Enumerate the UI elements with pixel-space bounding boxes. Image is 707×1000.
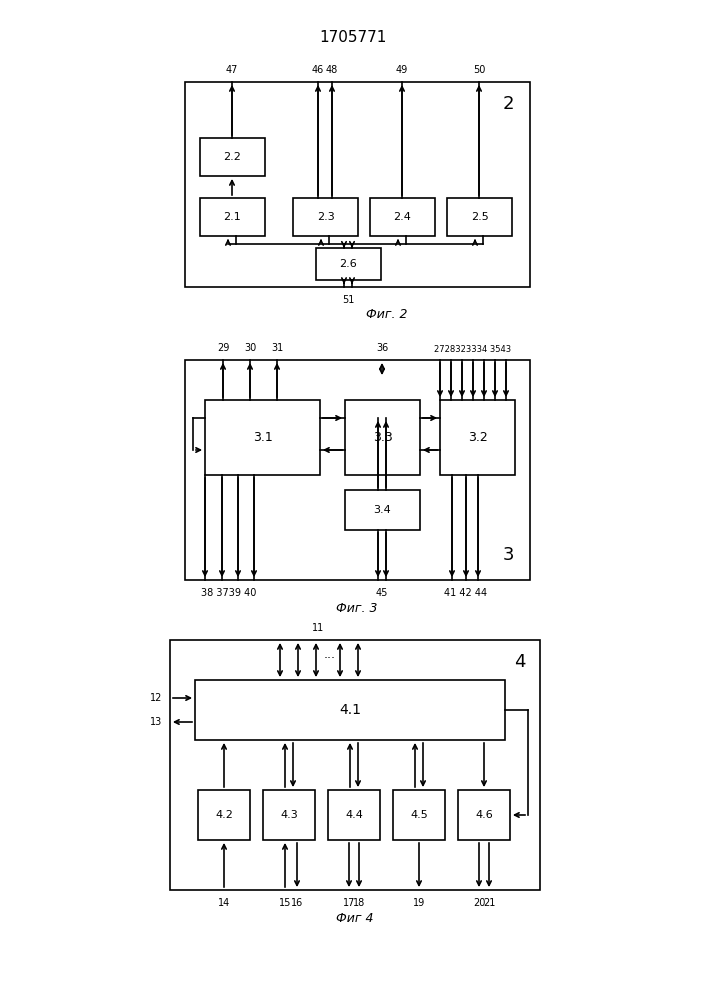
- Text: 51: 51: [341, 295, 354, 305]
- Text: Фиг. 3: Фиг. 3: [337, 601, 378, 614]
- Bar: [200, 138, 265, 176]
- Bar: [393, 790, 445, 840]
- Bar: [263, 790, 315, 840]
- Text: 4.1: 4.1: [339, 703, 361, 717]
- Text: 13: 13: [150, 717, 162, 727]
- Text: 2728323334 3543: 2728323334 3543: [434, 346, 512, 355]
- Text: 19: 19: [413, 898, 425, 908]
- Text: 18: 18: [353, 898, 365, 908]
- Text: 20: 20: [473, 898, 485, 908]
- Text: 16: 16: [291, 898, 303, 908]
- Text: 3: 3: [502, 546, 514, 564]
- Text: 30: 30: [244, 343, 256, 353]
- Text: 2.3: 2.3: [317, 212, 334, 222]
- Bar: [205, 400, 320, 475]
- Text: 38 3739 40: 38 3739 40: [201, 588, 257, 598]
- Text: 2.2: 2.2: [223, 152, 241, 162]
- Text: 4.5: 4.5: [410, 810, 428, 820]
- Text: Фиг 4: Фиг 4: [337, 912, 374, 924]
- Text: 41 42 44: 41 42 44: [445, 588, 488, 598]
- Text: 12: 12: [150, 693, 162, 703]
- Text: 21: 21: [483, 898, 495, 908]
- Text: 48: 48: [326, 65, 338, 75]
- Text: 29: 29: [217, 343, 229, 353]
- Text: 4.3: 4.3: [280, 810, 298, 820]
- Bar: [328, 790, 380, 840]
- Text: 3.4: 3.4: [373, 505, 392, 515]
- Text: 4.2: 4.2: [215, 810, 233, 820]
- Text: 3.2: 3.2: [467, 431, 487, 444]
- Text: 31: 31: [271, 343, 283, 353]
- Text: 4.6: 4.6: [475, 810, 493, 820]
- Text: 45: 45: [376, 588, 388, 598]
- Text: 1705771: 1705771: [320, 30, 387, 45]
- Bar: [447, 198, 512, 236]
- Bar: [316, 248, 381, 280]
- Bar: [293, 198, 358, 236]
- Text: 2.6: 2.6: [339, 259, 357, 269]
- Text: 2.1: 2.1: [223, 212, 241, 222]
- Bar: [345, 490, 420, 530]
- Text: 47: 47: [226, 65, 238, 75]
- Bar: [200, 198, 265, 236]
- Text: 3.1: 3.1: [252, 431, 272, 444]
- Text: 50: 50: [473, 65, 485, 75]
- Text: 14: 14: [218, 898, 230, 908]
- Text: 49: 49: [396, 65, 408, 75]
- Text: 3.3: 3.3: [373, 431, 392, 444]
- Bar: [345, 400, 420, 475]
- Bar: [458, 790, 510, 840]
- Bar: [195, 680, 505, 740]
- Bar: [370, 198, 435, 236]
- Text: 2: 2: [502, 95, 514, 113]
- Bar: [185, 360, 530, 580]
- Text: 36: 36: [376, 343, 388, 353]
- Bar: [440, 400, 515, 475]
- Bar: [198, 790, 250, 840]
- Text: 46: 46: [312, 65, 324, 75]
- Bar: [185, 82, 530, 287]
- Text: ...: ...: [324, 648, 336, 662]
- Bar: [170, 640, 540, 890]
- Text: 11: 11: [312, 623, 324, 633]
- Text: 2.5: 2.5: [471, 212, 489, 222]
- Text: 2.4: 2.4: [394, 212, 411, 222]
- Text: 4.4: 4.4: [345, 810, 363, 820]
- Text: 15: 15: [279, 898, 291, 908]
- Text: Фиг. 2: Фиг. 2: [366, 308, 408, 322]
- Text: 4: 4: [514, 653, 526, 671]
- Text: 17: 17: [343, 898, 355, 908]
